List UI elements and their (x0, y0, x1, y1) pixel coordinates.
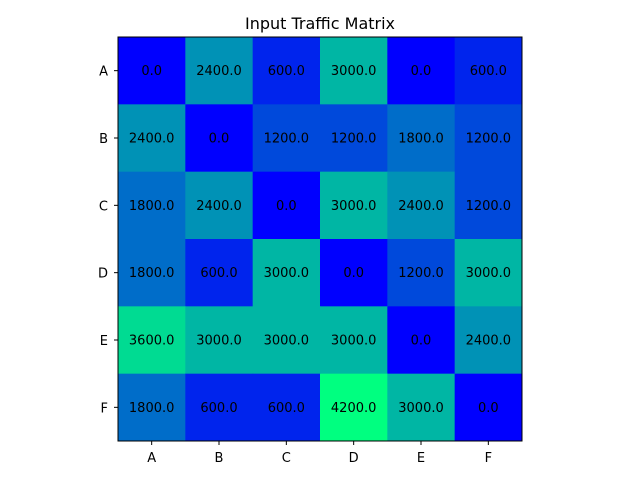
heatmap-cell (454, 373, 523, 442)
cell-value-label: 3000.0 (264, 266, 310, 281)
x-tick-label: F (485, 451, 492, 466)
cell-value-label: 0.0 (209, 132, 230, 147)
cell-value-label: 1800.0 (129, 199, 175, 214)
heatmap-cell (185, 171, 254, 240)
cell-value-label: 1800.0 (129, 401, 175, 416)
cell-value-label: 3000.0 (398, 401, 444, 416)
x-tick-label: C (282, 451, 291, 466)
heatmap-cell (252, 171, 321, 240)
cell-value-label: 3600.0 (129, 334, 175, 349)
heatmap-cell (454, 171, 523, 240)
cell-value-label: 0.0 (276, 199, 297, 214)
heatmap-cell (320, 171, 388, 240)
cell-value-label: 600.0 (268, 401, 305, 416)
cell-value-label: 1200.0 (398, 266, 444, 281)
cell-value-label: 600.0 (200, 266, 237, 281)
heatmap-cell (320, 104, 388, 173)
heatmap-cell (118, 373, 186, 442)
cell-value-label: 0.0 (141, 64, 162, 79)
heatmap-cell (185, 104, 254, 173)
cell-value-label: 0.0 (411, 334, 432, 349)
heatmap-cell (454, 239, 523, 307)
y-axis-ticks: A B C D E F (98, 65, 118, 416)
cell-value-label: 1200.0 (331, 132, 377, 147)
heatmap-cells (118, 37, 523, 442)
cell-value-label: 3000.0 (331, 64, 377, 79)
heatmap-cell (387, 306, 456, 375)
cell-value-label: 1200.0 (466, 199, 512, 214)
heatmap-cell (320, 239, 388, 307)
heatmap-cell (185, 37, 254, 105)
cell-value-label: 2400.0 (129, 132, 175, 147)
heatmap-cell (252, 373, 321, 442)
heatmap-cell (118, 37, 186, 105)
cell-value-label: 0.0 (343, 266, 364, 281)
heatmap-cell (252, 37, 321, 105)
heatmap-cell (454, 104, 523, 173)
heatmap-cell (118, 104, 186, 173)
heatmap-cell (387, 373, 456, 442)
cell-value-label: 600.0 (200, 401, 237, 416)
cell-value-label: 3000.0 (264, 334, 310, 349)
heatmap-cell (387, 171, 456, 240)
cell-value-label: 0.0 (478, 401, 499, 416)
cell-value-label: 2400.0 (466, 334, 512, 349)
heatmap-cell (387, 239, 456, 307)
cell-value-label: 3000.0 (331, 334, 377, 349)
heatmap-cell (252, 104, 321, 173)
cell-value-label: 600.0 (470, 64, 507, 79)
heatmap-cell (454, 37, 523, 105)
heatmap-cell (387, 37, 456, 105)
heatmap-cell (118, 239, 186, 307)
cell-value-label: 3000.0 (466, 266, 512, 281)
heatmap-cell (320, 373, 388, 442)
y-tick-label: D (98, 267, 108, 282)
x-tick-label: A (147, 451, 156, 466)
heatmap-cell (252, 239, 321, 307)
x-tick-label: D (349, 451, 359, 466)
heatmap-cell (118, 171, 186, 240)
cell-annotations: 0.0 2400.0 600.0 3000.0 0.0 600.0 2400.0 0.0 120… (129, 64, 511, 416)
y-tick-label: B (99, 132, 108, 147)
cell-value-label: 2400.0 (398, 199, 444, 214)
cell-value-label: 600.0 (268, 64, 305, 79)
cell-value-label: 1800.0 (398, 132, 444, 147)
heatmap-cell (387, 104, 456, 173)
plot-frame (117, 36, 523, 442)
x-tick-label: B (215, 451, 224, 466)
cell-value-label: 4200.0 (331, 401, 377, 416)
cell-value-label: 2400.0 (196, 64, 242, 79)
x-axis-ticks: A B C D E F (147, 441, 492, 466)
cell-value-label: 3000.0 (331, 199, 377, 214)
heatmap-cell (320, 37, 388, 105)
cell-value-label: 1200.0 (264, 132, 310, 147)
heatmap-cell (185, 239, 254, 307)
cell-value-label: 0.0 (411, 64, 432, 79)
heatmap-cell (118, 306, 186, 375)
cell-value-label: 3000.0 (196, 334, 242, 349)
chart-title: Input Traffic Matrix (245, 14, 395, 33)
x-tick-label: E (417, 451, 425, 466)
cell-value-label: 1800.0 (129, 266, 175, 281)
y-tick-label: E (100, 334, 108, 349)
heatmap-cell (454, 306, 523, 375)
heatmap-cell (252, 306, 321, 375)
y-tick-label: C (99, 199, 108, 214)
heatmap-cell (320, 306, 388, 375)
heatmap-cell (185, 373, 254, 442)
y-tick-label: F (101, 401, 108, 416)
cell-value-label: 1200.0 (466, 132, 512, 147)
cell-value-label: 2400.0 (196, 199, 242, 214)
y-tick-label: A (99, 65, 108, 80)
heatmap-cell (185, 306, 254, 375)
